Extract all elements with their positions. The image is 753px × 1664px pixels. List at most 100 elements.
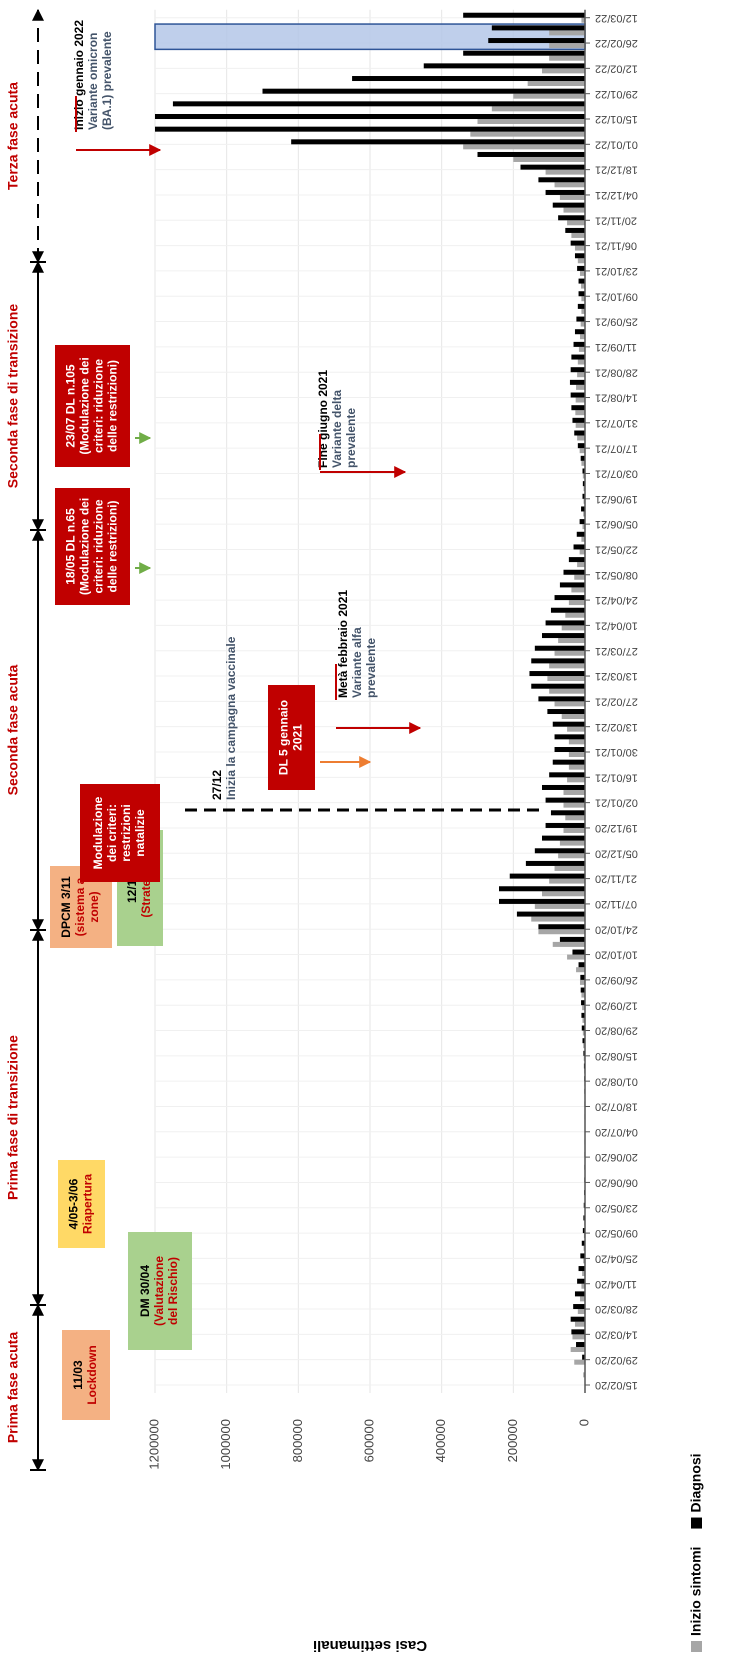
bar [577, 265, 585, 271]
x-tick-label: 09/05/20 [595, 1227, 638, 1239]
x-tick-label: 25/04/20 [595, 1252, 638, 1264]
bar [581, 1025, 586, 1031]
annotation-text: Inizia la campagna vaccinale [224, 636, 238, 800]
annotation-text: 11/03 [71, 1360, 85, 1390]
annotation-text: 23/07 DL n.105 [64, 364, 78, 447]
x-tick-label: 15/08/20 [595, 1050, 638, 1062]
bar [577, 359, 585, 365]
bar [574, 329, 586, 335]
x-tick-label: 10/10/20 [595, 949, 638, 961]
bar [559, 582, 586, 588]
bar [499, 898, 585, 904]
bar [558, 638, 585, 644]
bar [574, 430, 585, 436]
bar [580, 455, 586, 461]
bar [576, 384, 586, 390]
x-tick-label: 03/07/21 [595, 468, 638, 480]
x-tick-label: 04/12/21 [595, 189, 638, 201]
annotation-text: delle restrizioni) [106, 500, 120, 592]
x-tick-label: 30/01/21 [595, 746, 638, 758]
annotation-box [80, 784, 160, 882]
bar [580, 321, 586, 327]
bar [538, 696, 586, 702]
annotation-text: DPCM 3/11 [59, 876, 73, 938]
x-tick-label: 26/09/20 [595, 974, 638, 986]
bar [576, 1342, 586, 1348]
x-tick-label: 29/08/20 [595, 1025, 638, 1037]
annotation-box [50, 866, 112, 948]
annotation-text: (Valutazione [152, 1256, 166, 1326]
bar [554, 865, 586, 871]
x-tick-label: 24/10/20 [595, 923, 638, 935]
bar [538, 929, 586, 935]
annotation-box [128, 1232, 192, 1350]
bar [575, 410, 586, 416]
x-tick-label: 08/05/21 [595, 569, 638, 581]
bar [534, 848, 585, 854]
bar [172, 101, 586, 107]
bar [581, 1283, 586, 1289]
x-tick-label: 24/04/21 [595, 594, 638, 606]
y-tick-label: 0 [576, 1419, 591, 1426]
phase-label: Prima fase di transizione [5, 1035, 21, 1200]
bar [542, 835, 585, 841]
bar [568, 557, 585, 563]
bar [531, 916, 585, 922]
bar [573, 1304, 585, 1310]
bar [545, 189, 585, 195]
bar [550, 810, 585, 816]
phase-label: Terza fase acuta [5, 82, 21, 190]
phase-label: Prima fase acuta [5, 1332, 21, 1443]
x-tick-label: 13/03/21 [595, 670, 638, 682]
annotation-text: prevalente [344, 408, 358, 468]
bar [563, 569, 585, 575]
annotation-text: delle restrizioni) [106, 360, 120, 452]
bar [580, 974, 586, 980]
x-tick-label: 29/02/20 [595, 1354, 638, 1366]
bar [580, 1253, 586, 1259]
bar [567, 220, 585, 226]
bar [542, 784, 585, 790]
bar [567, 777, 585, 783]
x-tick-label: 21/11/20 [595, 873, 637, 885]
annotation-text: dei criteri: [105, 804, 119, 862]
annotation-text: Lockdown [85, 1345, 99, 1404]
bar [463, 144, 585, 150]
bar [577, 372, 585, 378]
bar [578, 278, 585, 284]
annotation-text: (Modulazione dei [78, 498, 92, 595]
annotation-text: 4/05-3/06 [67, 1178, 81, 1229]
bar [577, 258, 585, 264]
bar [579, 448, 585, 454]
bar [563, 827, 585, 833]
bar [538, 924, 586, 930]
y-tick-label: 400000 [433, 1419, 448, 1462]
annotation-text: 18/05 DL n.65 [64, 508, 78, 585]
x-tick-label: 14/03/20 [595, 1328, 638, 1340]
x-tick-label: 04/07/20 [595, 1126, 638, 1138]
bar [542, 891, 585, 897]
bar [575, 397, 586, 403]
bar [561, 714, 585, 720]
bar [570, 1316, 586, 1322]
annotation-text: prevalente [364, 638, 378, 698]
bar [581, 992, 586, 998]
x-tick-label: 19/06/21 [595, 493, 638, 505]
annotation-text: criteri: riduzione [92, 499, 106, 593]
y-tick-label: 800000 [290, 1419, 305, 1462]
bar [558, 853, 585, 859]
bar [477, 119, 585, 124]
bar [554, 182, 586, 188]
x-tick-label: 17/07/21 [595, 442, 638, 454]
bar [534, 645, 585, 651]
x-tick-label: 12/02/22 [595, 62, 638, 74]
bar [525, 860, 585, 866]
annotation-text: (sistema a [73, 877, 87, 936]
annotation-text: (BA.1) prevalente [100, 31, 114, 130]
annotation-text: natalizie [133, 809, 147, 857]
annotation-text: DM 30/04 [138, 1265, 152, 1317]
bar [568, 739, 585, 745]
bar [581, 283, 586, 289]
bar [575, 422, 586, 428]
bar [579, 979, 586, 985]
